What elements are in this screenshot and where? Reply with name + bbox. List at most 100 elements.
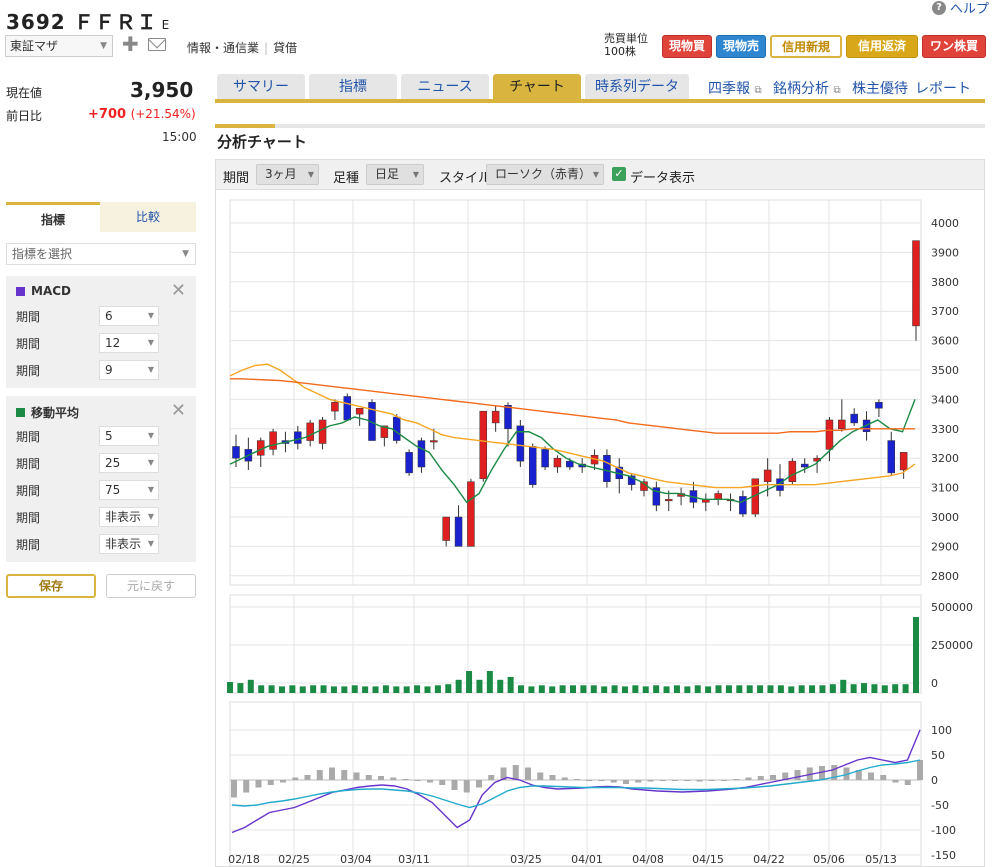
volume-bar xyxy=(642,686,649,693)
candlestick-chart[interactable]: 4000 3900 3800 3700 3600 3500 3400 3300 3200 3100… xyxy=(216,190,984,867)
ma-period-1[interactable]: 5 ▼ xyxy=(99,426,159,446)
candle-body xyxy=(528,446,537,485)
tab-news[interactable]: ニュース xyxy=(401,74,489,100)
section-title: 分析チャート xyxy=(217,133,307,151)
candle-body xyxy=(516,425,525,462)
tab-compare[interactable]: 比較 xyxy=(100,202,196,232)
candle-body xyxy=(763,469,772,482)
price-tick-label: 3800 xyxy=(931,276,959,289)
volume-bar xyxy=(227,682,233,693)
tab-timeseries[interactable]: 時系列データ xyxy=(585,74,689,100)
data-display-checkbox[interactable]: ✓ xyxy=(612,167,626,181)
link-report[interactable]: レポート xyxy=(915,81,971,97)
candle-body xyxy=(652,487,661,506)
macd-histogram-bar xyxy=(917,760,923,780)
market-select[interactable]: 東証マザ ▼ xyxy=(5,35,113,57)
volume-bar xyxy=(725,685,732,693)
revert-button[interactable]: 元に戻す xyxy=(106,574,196,598)
quote-time: 15:00 xyxy=(162,130,197,144)
volume-bar xyxy=(788,686,795,693)
price-tick-label: 4000 xyxy=(931,217,959,230)
macd-histogram-bar xyxy=(855,770,862,780)
macd-histogram-bar xyxy=(439,780,446,785)
link-benefits[interactable]: 株主優待 xyxy=(852,81,908,97)
macd-period-2[interactable]: 12 ▼ xyxy=(99,333,159,353)
candle-body xyxy=(566,460,574,468)
period-select[interactable]: 3ヶ月 ▼ xyxy=(256,164,319,185)
x-tick-label: 04/01 xyxy=(571,853,603,866)
volume-bar xyxy=(289,685,296,693)
chevron-down-icon: ▼ xyxy=(100,41,107,51)
trade-unit: 売買単位 100株 xyxy=(604,32,648,58)
candle-body xyxy=(491,410,500,424)
close-icon[interactable]: ✕ xyxy=(170,400,186,421)
foot-select[interactable]: 日足 ▼ xyxy=(366,164,424,185)
volume-bar xyxy=(611,685,618,693)
macd-histogram-bar xyxy=(904,780,911,785)
ma-period-5[interactable]: 非表示 ▼ xyxy=(99,534,159,554)
tab-underline xyxy=(215,99,985,103)
current-price: 3,950 xyxy=(130,78,194,102)
macd-tick-label: -50 xyxy=(931,799,949,812)
volume-bar xyxy=(268,685,275,693)
macd-histogram-bar xyxy=(623,780,629,784)
cash-sell-button[interactable]: 現物売 xyxy=(716,35,766,58)
volume-bar xyxy=(881,685,888,693)
candle-body xyxy=(454,516,463,547)
save-button[interactable]: 保存 xyxy=(6,574,96,598)
chart-area[interactable]: 4000 3900 3800 3700 3600 3500 3400 3300 3200 3100… xyxy=(215,189,985,867)
close-icon[interactable]: ✕ xyxy=(170,280,186,301)
volume-bar xyxy=(902,684,909,693)
tab-summary[interactable]: サマリー xyxy=(217,74,305,100)
period-label: 期間 xyxy=(16,310,41,324)
tab-chart[interactable]: チャート xyxy=(493,74,581,100)
volume-bar xyxy=(455,679,462,693)
tab-indicator[interactable]: 指標 xyxy=(6,202,100,232)
stock-title: 3692 ＦＦＲＩ E xyxy=(6,10,171,34)
link-shikiho[interactable]: 四季報 ⧉ xyxy=(708,81,762,97)
panel-border xyxy=(229,594,922,694)
ma-period-2[interactable]: 25 ▼ xyxy=(99,453,159,473)
volume-bar xyxy=(621,686,628,693)
volume-bar xyxy=(528,686,535,693)
macd-period-3[interactable]: 9 ▼ xyxy=(99,360,159,380)
price-tick-label: 3500 xyxy=(931,364,959,377)
indicator-select[interactable]: 指標を選択 ▼ xyxy=(6,243,196,265)
chevron-down-icon: ▼ xyxy=(182,249,189,259)
ma-period-4[interactable]: 非表示 ▼ xyxy=(99,507,159,527)
ma-line-5 xyxy=(229,399,916,504)
margin-close-button[interactable]: 信用返済 xyxy=(846,35,918,58)
macd-histogram-bar xyxy=(659,780,666,781)
add-icon[interactable]: ✚ xyxy=(122,32,139,56)
price-tick-label: 3100 xyxy=(931,482,959,495)
candle-body xyxy=(875,402,883,409)
one-share-buy-button[interactable]: ワン株買 xyxy=(922,35,986,58)
cash-buy-button[interactable]: 現物買 xyxy=(662,35,712,58)
volume-bar xyxy=(850,684,857,693)
candle-body xyxy=(392,416,401,441)
macd-tick-label: 50 xyxy=(931,749,945,762)
macd-color-swatch xyxy=(16,286,25,296)
macd-histogram-bar xyxy=(610,780,617,783)
macd-tick-label: -150 xyxy=(931,849,956,862)
x-tick-label: 05/13 xyxy=(865,853,897,866)
volume-bar xyxy=(434,685,441,693)
macd-period-1[interactable]: 6 ▼ xyxy=(99,306,159,326)
macd-histogram-bar xyxy=(280,780,286,783)
external-link-icon: ⧉ xyxy=(833,85,841,96)
ma-period-3[interactable]: 75 ▼ xyxy=(99,480,159,500)
mail-icon[interactable] xyxy=(148,38,166,51)
candle-body xyxy=(504,405,512,430)
help-link[interactable]: ? ヘルプ xyxy=(931,0,989,17)
candle-body xyxy=(627,475,636,485)
x-tick-label: 05/06 xyxy=(813,853,845,866)
volume-bar xyxy=(570,685,576,693)
margin-new-button[interactable]: 信用新規 xyxy=(770,35,842,58)
style-select[interactable]: ローソク（赤青） ▼ xyxy=(486,164,604,185)
link-analysis[interactable]: 銘柄分析 ⧉ xyxy=(773,81,841,97)
macd-histogram-bar xyxy=(819,766,825,780)
volume-bar xyxy=(330,686,337,693)
macd-histogram-bar xyxy=(549,775,556,780)
volume-bar xyxy=(351,685,358,693)
tab-indicators[interactable]: 指標 xyxy=(309,74,397,100)
